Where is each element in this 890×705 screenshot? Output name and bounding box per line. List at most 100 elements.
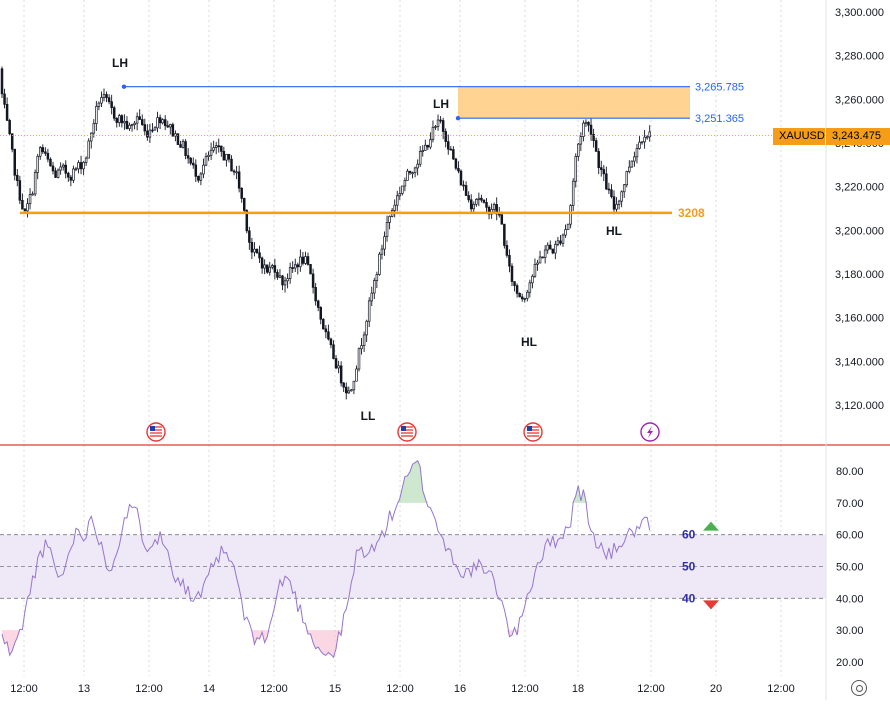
candle-body [235, 171, 238, 174]
candle-body [645, 136, 649, 139]
candle-body [597, 151, 600, 168]
candle-body [480, 197, 483, 201]
candle-body [365, 320, 368, 336]
candle-body [184, 141, 187, 156]
candle-body [309, 264, 312, 275]
candle-body [485, 201, 488, 208]
us-flag-icon [523, 422, 543, 442]
candle-body [421, 150, 425, 152]
swing-label: HL [521, 335, 537, 349]
candle-body [367, 300, 371, 322]
candle-body [227, 153, 231, 160]
price-tick-label: 3,140.000 [835, 356, 884, 368]
candle-body [107, 97, 111, 103]
candle-body [174, 133, 177, 137]
time-tick-label: 12:00 [135, 683, 163, 695]
candle-body [263, 264, 266, 269]
candle-body [635, 148, 639, 158]
candle-body [276, 271, 279, 278]
candle-body [520, 296, 524, 300]
candle-body [602, 169, 606, 175]
swing-label: LL [361, 409, 376, 423]
time-tick-label: 12:00 [637, 683, 665, 695]
candle-body [324, 328, 328, 333]
event-markers [146, 422, 660, 442]
candle-body [429, 139, 432, 148]
candle-body [304, 256, 307, 264]
swing-label: HL [606, 224, 622, 238]
time-tick-label: 16 [454, 683, 466, 695]
candle-body [566, 223, 570, 230]
time-tick-label: 12:00 [767, 683, 795, 695]
time-tick-label: 13 [78, 683, 90, 695]
candle-body [33, 172, 37, 195]
candle-body [523, 298, 526, 300]
candle-body [163, 119, 167, 127]
candle-body [617, 200, 621, 205]
candle-body [638, 141, 641, 149]
candle-body [434, 126, 437, 128]
candle-body [209, 149, 213, 156]
candle-body [513, 281, 516, 286]
candle-body [574, 156, 577, 182]
candle-body [5, 104, 9, 121]
candle-body [327, 331, 330, 340]
candle-body [411, 172, 414, 175]
candle-body [143, 124, 147, 132]
candle-body [72, 168, 75, 181]
candle-body [469, 199, 473, 210]
candle-body [569, 205, 572, 225]
candle-body [518, 293, 521, 298]
candle-body [477, 197, 481, 200]
candle-body [294, 264, 297, 269]
candle-body [362, 334, 366, 346]
candle-body [169, 124, 172, 128]
rsi-tick-label: 50.00 [836, 562, 864, 574]
candle-body [355, 368, 358, 382]
candle-body [199, 173, 203, 181]
candle-body [179, 144, 182, 148]
candle-body [464, 185, 468, 196]
candle-body [492, 204, 496, 210]
candle-body [431, 126, 435, 140]
candle-body [380, 248, 384, 255]
candle-body [360, 345, 363, 350]
chart-settings-icon[interactable] [851, 680, 867, 696]
candle-body [329, 338, 333, 346]
candle-body [584, 121, 588, 124]
candle-body [153, 127, 157, 131]
candle-body [352, 380, 356, 391]
candle-body [582, 122, 585, 137]
candle-body [141, 119, 144, 125]
candle-body [536, 262, 539, 265]
swing-label: LH [433, 97, 449, 111]
candle-body [36, 155, 39, 173]
candle-body [54, 170, 57, 178]
candle-body [8, 120, 11, 135]
level-anchor-dot [121, 84, 127, 89]
candle-body [253, 248, 256, 253]
candle-body [498, 213, 501, 216]
candle-body [306, 256, 310, 265]
candle-body [41, 147, 45, 153]
candle-body [38, 147, 42, 157]
candle-body [500, 214, 504, 225]
candle-body [286, 278, 289, 282]
candle-body [345, 386, 348, 394]
candle-body [444, 131, 447, 142]
candle-body [18, 180, 22, 201]
candle-body [589, 124, 593, 135]
candle-body [192, 162, 195, 166]
candle-body [526, 291, 529, 299]
candle-body [628, 166, 631, 172]
candle-body [564, 229, 567, 236]
candle-body [194, 164, 198, 177]
candle-body [528, 282, 532, 293]
candle-body [59, 166, 62, 171]
rsi-tick-label: 70.00 [836, 498, 864, 510]
candle-body [459, 170, 463, 186]
candle-body [79, 162, 83, 170]
rsi-tick-label: 80.00 [836, 466, 864, 478]
